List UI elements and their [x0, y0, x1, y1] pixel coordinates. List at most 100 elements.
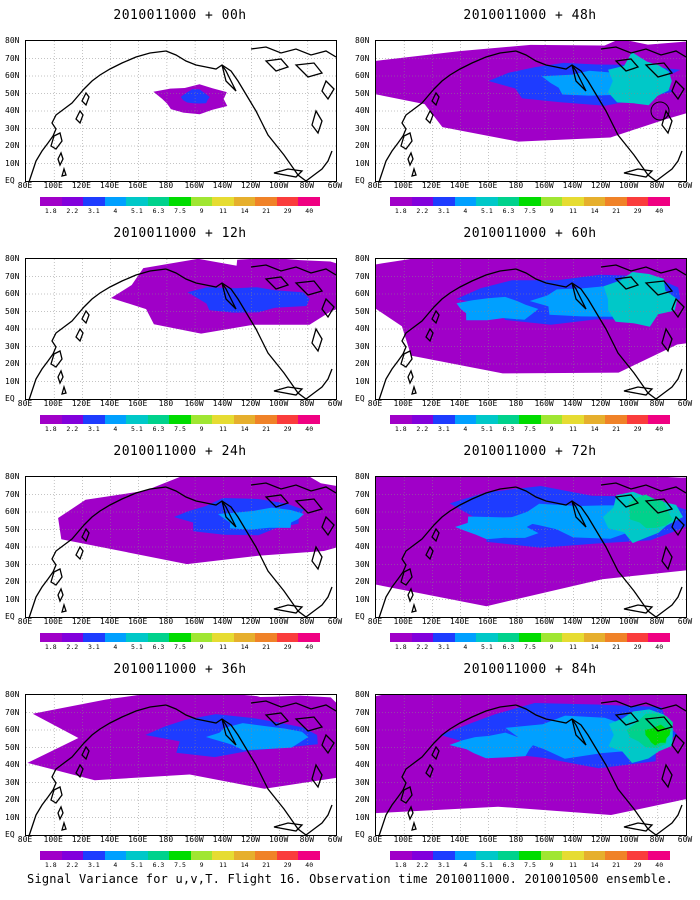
colorbar-tick-label: 6.3 [152, 861, 165, 869]
colorbar-tick-label: 1.8 [44, 861, 57, 869]
colorbar-swatch [583, 851, 606, 860]
colorbar-swatch [40, 197, 62, 206]
longitude-label: 140E [99, 181, 120, 190]
latitude-label: 60N [355, 71, 370, 80]
map-panel: 2010011000 + 84h 80N 70N 60N 50N 40N 30N 20N 10N… [355, 654, 700, 876]
coastline [61, 384, 67, 395]
map-canvas [26, 259, 336, 399]
coastline [273, 604, 304, 614]
colorbar-tick-label: 5.1 [481, 425, 493, 433]
latitude-label: 80N [5, 36, 20, 45]
longitude-label: 100W [268, 399, 289, 408]
colorbar-tick-label: 29 [283, 643, 292, 651]
longitude-label: 120W [590, 399, 611, 408]
colorbar-tick-label: 9 [199, 425, 204, 433]
colorbar-tick-label: 21 [612, 861, 621, 869]
colorbar-swatch [190, 851, 213, 860]
longitude-label: 100W [618, 617, 639, 626]
colorbar-tick-label: 11 [569, 643, 577, 651]
colorbar-swatch [626, 197, 649, 206]
colorbar-swatch [562, 633, 584, 642]
colorbar-swatch [40, 851, 62, 860]
coastline [50, 786, 63, 804]
colorbar-tick-label: 11 [569, 861, 577, 869]
longitude-label: 120E [71, 835, 91, 844]
colorbar-swatch [605, 197, 627, 206]
longitude-label: 120W [240, 835, 261, 844]
coastline [273, 386, 304, 396]
coastline [294, 498, 324, 514]
colorbar-swatch [276, 415, 299, 424]
coastline [305, 150, 333, 181]
coastline [515, 486, 657, 617]
colorbar-tick-label: 6.3 [152, 643, 165, 651]
longitude-label: 80E [17, 835, 33, 844]
variance-map [375, 258, 687, 400]
coastline [221, 282, 237, 310]
longitude-label: 60W [327, 399, 343, 408]
panel-title: 2010011000 + 60h [463, 226, 597, 241]
colorbar-swatch [497, 197, 520, 206]
coastline [321, 733, 335, 755]
latitude-label: 70N [5, 53, 20, 63]
colorbar-tick-label: 2.2 [66, 207, 79, 215]
coastline [250, 46, 336, 58]
colorbar-tick-label: 29 [283, 861, 292, 869]
latitude-label: 30N [355, 123, 370, 133]
latitude-label: 60N [355, 289, 370, 298]
observation-ring [650, 101, 670, 121]
colorbar-tick-label: 2.2 [416, 861, 429, 869]
colorbar-tick-label: 5.1 [481, 207, 493, 215]
colorbar-swatch [233, 633, 256, 642]
map-canvas [376, 259, 686, 399]
colorbar-swatch [648, 197, 670, 206]
colorbar-swatch [276, 633, 299, 642]
longitude-label: 120W [590, 835, 611, 844]
coastline [61, 166, 67, 177]
coastline [221, 718, 237, 746]
longitude-label: 80W [299, 835, 315, 844]
coastline [264, 494, 290, 508]
colorbar-tick-label: 1.8 [394, 207, 407, 215]
coastline [571, 718, 587, 746]
colorbar-tick-label: 14 [590, 207, 599, 215]
map-canvas [26, 477, 336, 617]
longitude-label: 100E [393, 181, 413, 190]
longitude-label: 120E [71, 399, 91, 408]
coastline [515, 704, 657, 835]
coastline [273, 168, 304, 178]
colorbar-tick-label: 9 [199, 643, 204, 651]
colorbar-tick-label: 6.3 [502, 643, 515, 651]
latitude-label: 60N [355, 725, 370, 734]
coastline [165, 268, 307, 399]
longitude-label: 80E [17, 399, 33, 408]
coastline [655, 368, 683, 399]
longitude-label: 180 [158, 399, 174, 408]
coastline [671, 515, 685, 537]
coastline [671, 297, 685, 319]
colorbar-tick-label: 3.1 [87, 207, 100, 215]
coastline [264, 712, 290, 726]
colorbar-swatch [626, 633, 649, 642]
colorbar-swatch [212, 197, 234, 206]
colorbar-swatch [298, 851, 320, 860]
colorbar-swatch [169, 415, 191, 424]
colorbar-swatch [147, 197, 170, 206]
colorbar-swatch [126, 415, 148, 424]
colorbar-tick-label: 4 [113, 207, 118, 215]
longitude-label: 80W [649, 181, 665, 190]
colorbar-swatch [390, 197, 412, 206]
coastline [600, 700, 686, 712]
colorbar-swatch [540, 197, 563, 206]
colorbar-tick-label: 7.5 [524, 207, 536, 215]
longitude-label: 120E [421, 835, 441, 844]
longitude-label: 160W [184, 617, 204, 626]
colorbar-swatch [255, 633, 277, 642]
colorbar-tick-label: 40 [655, 425, 664, 433]
colorbar-swatch [476, 851, 498, 860]
variance-contour [205, 723, 309, 751]
colorbar-swatch [433, 851, 455, 860]
map-panel: 2010011000 + 12h 80N 70N 60N 50N 40N 30N 20N 10N… [5, 218, 355, 440]
colorbar-swatch [276, 197, 299, 206]
map-canvas [376, 477, 686, 617]
